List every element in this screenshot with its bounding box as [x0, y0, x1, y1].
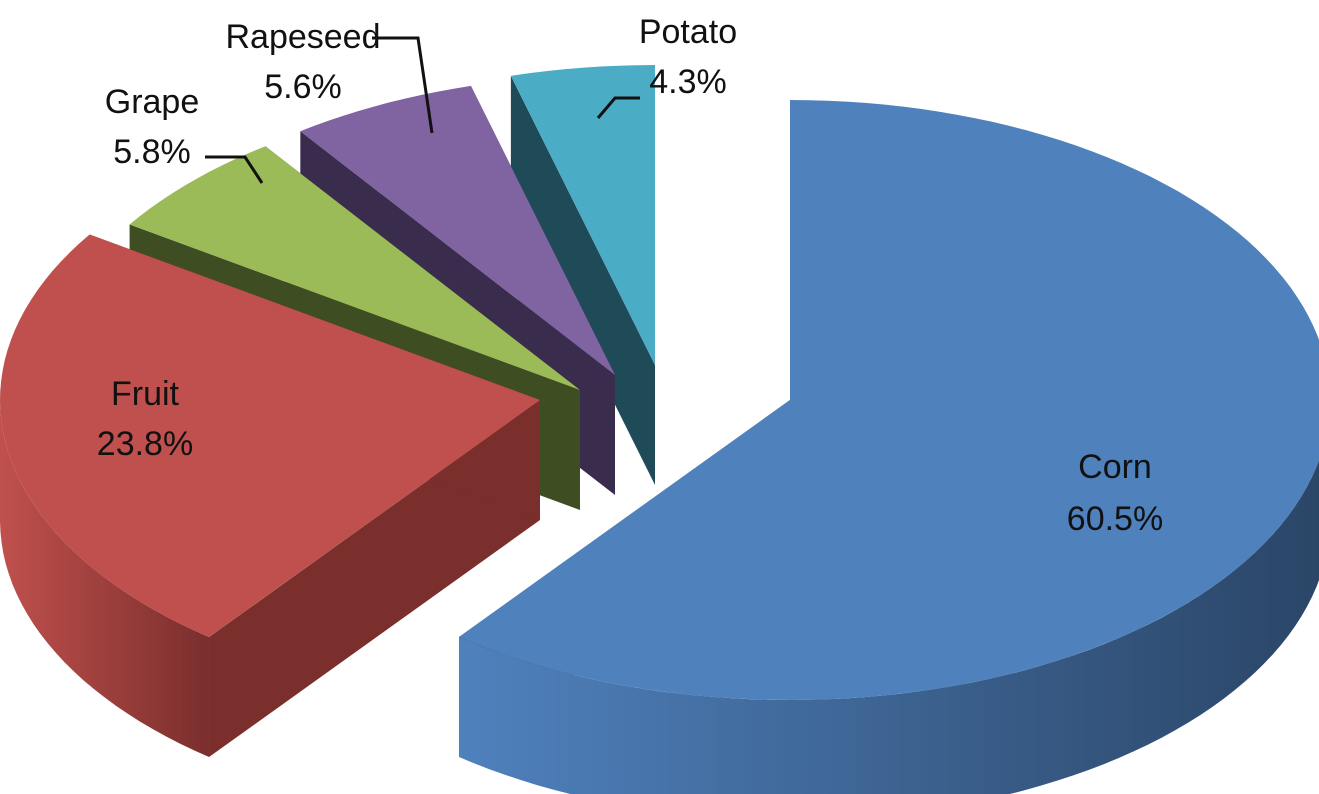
- label-corn-percent: 60.5%: [1067, 500, 1163, 538]
- label-grape-percent: 5.8%: [113, 133, 191, 171]
- slice-corn: [459, 100, 1319, 794]
- label-rapeseed-percent: 5.6%: [264, 68, 342, 106]
- label-potato-category: Potato: [639, 13, 737, 51]
- slices-layer: [0, 65, 1319, 794]
- slice-potato-wall-start: [510, 75, 655, 485]
- label-fruit-percent: 23.8%: [97, 425, 193, 463]
- label-corn-category: Corn: [1078, 448, 1152, 486]
- label-fruit-category: Fruit: [111, 375, 180, 413]
- label-rapeseed-category: Rapeseed: [225, 18, 380, 56]
- leader-line-potato: [596, 96, 640, 119]
- labels-layer: Corn 60.5% Fruit 23.8% Grape 5.8% Rapeseed 5.6%…: [97, 13, 1163, 538]
- slice-fruit-top: [0, 234, 540, 637]
- label-potato-percent: 4.3%: [649, 63, 727, 101]
- label-grape-category: Grape: [105, 83, 200, 121]
- slice-corn-rim: [459, 460, 1319, 794]
- leader-line-grape: [205, 155, 264, 184]
- slice-fruit: [0, 234, 540, 758]
- slice-potato-top: [510, 65, 655, 365]
- slice-rapeseed-top: [300, 85, 615, 376]
- slice-potato: [510, 65, 655, 485]
- slice-fruit-rim: [0, 402, 209, 757]
- leader-line-rapeseed: [372, 36, 434, 134]
- slice-corn-top: [459, 100, 1319, 700]
- slice-grape-top: [129, 146, 580, 390]
